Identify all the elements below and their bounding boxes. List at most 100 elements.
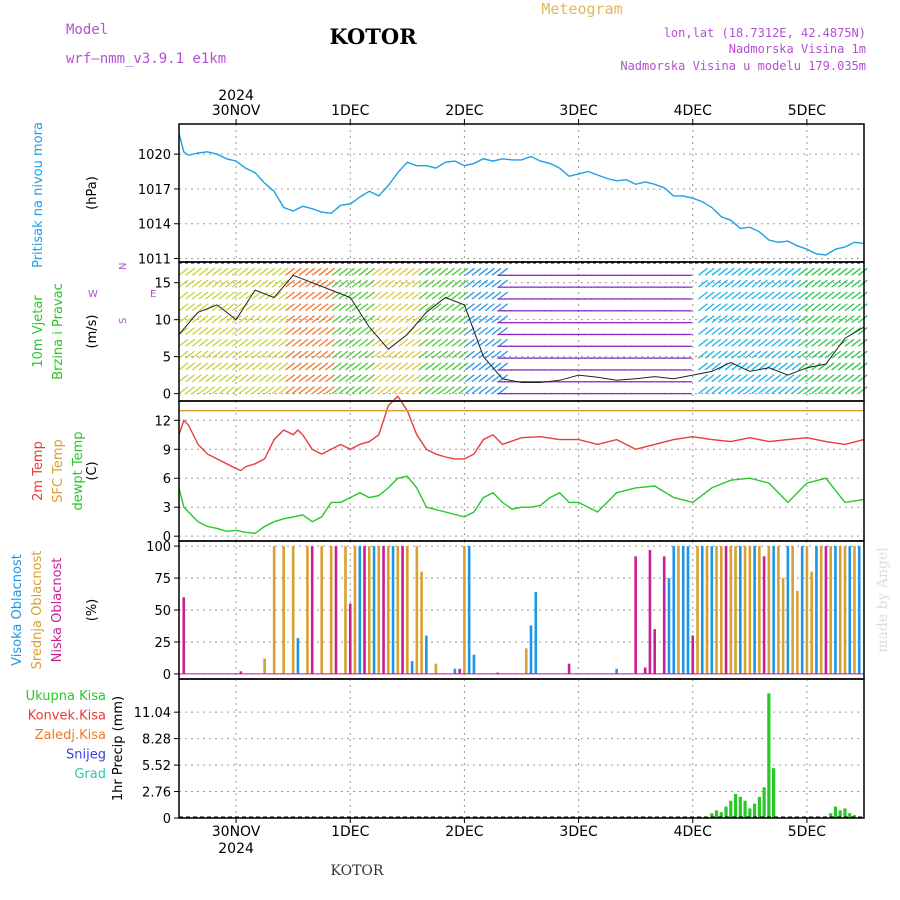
wind-barb — [238, 338, 249, 347]
wind-barb — [851, 338, 862, 347]
wind-barb — [211, 350, 222, 359]
wind-barb — [451, 326, 462, 335]
wind-barb — [744, 350, 755, 359]
wind-barb — [271, 374, 282, 383]
wind-barb — [305, 315, 315, 324]
wind-barb — [738, 326, 748, 335]
wind-barb — [731, 315, 742, 324]
precip-unit-label: 1hr Precip (mm) — [111, 696, 126, 801]
wind-barb — [365, 279, 375, 288]
wind-barb — [398, 362, 409, 371]
wind-barb — [438, 326, 449, 335]
wind-barb — [824, 338, 835, 347]
wind-barb — [365, 338, 375, 347]
wind-barb — [857, 386, 868, 395]
wind-barb — [764, 386, 775, 395]
wind-barb — [191, 338, 202, 347]
cloud-bar-mid_cloud — [777, 546, 780, 674]
compass-west: W — [88, 289, 98, 300]
wind-barb — [831, 267, 842, 276]
wind-barb — [784, 267, 795, 276]
wind-barb — [218, 326, 229, 335]
cloud-bar-mid_cloud — [715, 546, 718, 674]
wind-barb — [724, 303, 735, 312]
wind-barb — [704, 267, 715, 276]
wind-barb — [318, 350, 329, 359]
wind-barb — [831, 303, 842, 312]
wind-barb — [704, 279, 715, 288]
wind-barb — [731, 326, 742, 335]
wind-barb — [438, 303, 449, 312]
wind-barb — [411, 291, 422, 300]
cloud-bar-low_cloud — [239, 671, 243, 674]
wind-barb — [391, 350, 402, 359]
wind-barb — [724, 326, 735, 335]
wind-barb — [711, 279, 722, 288]
wind-barb — [438, 362, 449, 371]
wind-barb — [764, 362, 775, 371]
wind-barb — [837, 350, 848, 359]
wind-barb — [311, 338, 322, 347]
wind-barb — [358, 291, 369, 300]
wind-barb — [491, 338, 502, 347]
wind-barb — [205, 374, 216, 383]
wind-barb — [811, 350, 822, 359]
wind-barb — [771, 386, 782, 395]
cloud-bar-mid_cloud — [791, 546, 794, 674]
y-tick-label: 5.52 — [142, 759, 171, 774]
wind-barb — [484, 303, 495, 312]
wind-barb — [338, 267, 349, 276]
wind-barb — [857, 279, 868, 288]
wind-barb — [484, 362, 495, 371]
wind-barb — [797, 350, 808, 359]
wind-barb — [238, 326, 249, 335]
precip-bar — [843, 808, 847, 818]
wind-barb — [484, 338, 495, 347]
wind-barb — [191, 303, 202, 312]
precip-bar — [762, 787, 766, 818]
wind-barb — [238, 350, 249, 359]
wind-barb — [378, 386, 389, 395]
wind-barb — [271, 362, 282, 371]
wind-barb — [704, 362, 715, 371]
wind-barb — [431, 315, 442, 324]
wind-barb — [738, 303, 748, 312]
cloud-bar-low_cloud — [310, 546, 314, 674]
wind-barb — [311, 374, 322, 383]
precip-bar — [757, 796, 761, 818]
wind-barb — [791, 338, 802, 347]
wind-barb — [238, 267, 249, 276]
wind-barb — [718, 279, 728, 288]
wind-barb — [425, 386, 435, 395]
cloud-bar-mid_cloud — [306, 546, 309, 674]
wind-barb — [757, 303, 768, 312]
wind-barb — [451, 315, 462, 324]
wind-barb — [777, 362, 788, 371]
wind-barb — [278, 338, 289, 347]
wind-barb — [844, 279, 855, 288]
cloud-bar-high_cloud — [700, 546, 704, 674]
bottom-day-label: 5DEC — [788, 824, 827, 840]
wind-barb — [771, 303, 782, 312]
wind-barb — [791, 279, 802, 288]
wind-barb — [405, 315, 415, 324]
wind-barb — [271, 350, 282, 359]
y-tick-label: 0 — [163, 668, 171, 683]
wind-barb — [245, 267, 255, 276]
wind-barb — [351, 279, 362, 288]
wind-barb — [385, 350, 395, 359]
wind-barb — [318, 338, 329, 347]
wind-barb — [211, 338, 222, 347]
wind-barb — [791, 291, 802, 300]
wind-barb — [751, 315, 762, 324]
wind-barb — [451, 374, 462, 383]
wind-barb — [471, 303, 482, 312]
precip-legend-4: Grad — [74, 767, 106, 782]
wind-barb — [198, 350, 209, 359]
wind-barb — [251, 267, 262, 276]
wind-barb — [385, 303, 395, 312]
wind-barb — [491, 326, 502, 335]
wind-barb — [757, 267, 768, 276]
wind-barb — [245, 279, 255, 288]
wind-barb — [804, 362, 815, 371]
